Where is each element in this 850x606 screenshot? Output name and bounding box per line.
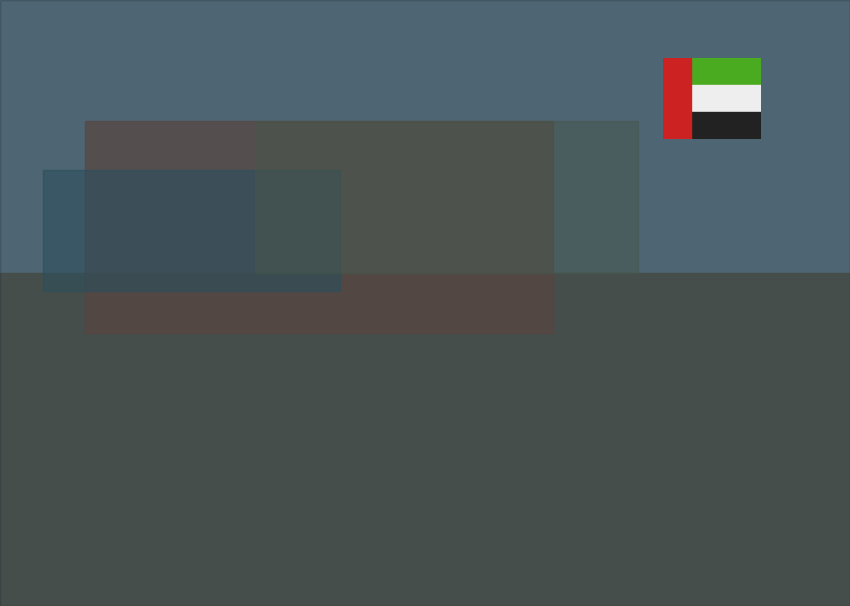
Polygon shape [674, 115, 758, 558]
Polygon shape [275, 319, 377, 324]
Polygon shape [474, 211, 577, 220]
Polygon shape [75, 355, 178, 359]
Text: 15,600 AED: 15,600 AED [662, 76, 770, 94]
Bar [663, 58, 761, 85]
Polygon shape [159, 355, 178, 558]
Text: 8,210 AED: 8,210 AED [235, 291, 331, 309]
Text: Certificate or
Diploma: Certificate or Diploma [270, 579, 375, 606]
Bar [255, 121, 638, 273]
Text: salary: salary [520, 32, 564, 47]
Bar [0, 273, 850, 606]
Text: United Arab Emirates: United Arab Emirates [33, 132, 286, 152]
Polygon shape [474, 220, 558, 558]
Bar [663, 58, 691, 139]
Text: Master's
Degree: Master's Degree [688, 579, 756, 606]
Polygon shape [558, 211, 577, 558]
Text: Bachelor's
Degree: Bachelor's Degree [481, 579, 564, 606]
Bar [0, 0, 850, 273]
Bar [663, 85, 761, 112]
Text: Salary Comparison By Education: Salary Comparison By Education [33, 29, 618, 60]
Bar [85, 121, 552, 333]
Polygon shape [758, 104, 777, 558]
Polygon shape [275, 324, 359, 558]
Text: .com: .com [650, 32, 687, 47]
Text: High School: High School [76, 579, 171, 594]
Text: +18%: +18% [183, 231, 269, 258]
Text: explorer: explorer [581, 32, 650, 47]
Text: Average Monthly Salary: Average Monthly Salary [815, 253, 825, 377]
Polygon shape [359, 319, 377, 558]
Polygon shape [674, 104, 777, 115]
Text: 11,900 AED: 11,900 AED [462, 184, 570, 202]
Text: Export Control Specialist: Export Control Specialist [33, 88, 308, 108]
Text: 6,980 AED: 6,980 AED [35, 327, 131, 345]
Text: +31%: +31% [582, 86, 668, 112]
Bar [42, 170, 340, 291]
Text: +45%: +45% [382, 156, 468, 182]
Bar [663, 112, 761, 139]
Polygon shape [75, 359, 159, 558]
